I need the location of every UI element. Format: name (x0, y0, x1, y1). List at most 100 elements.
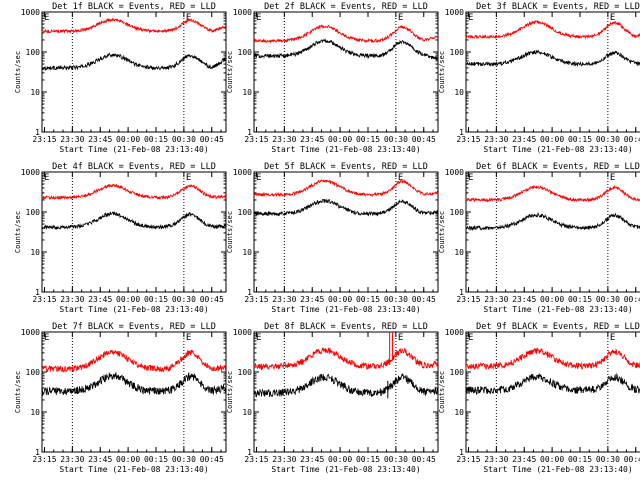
x-tick-label: 23:45 (512, 295, 536, 304)
plot-frame (253, 11, 439, 133)
x-tick-label: 00:15 (356, 135, 380, 144)
lld-series-line (41, 17, 227, 34)
event-marker-label: E (256, 173, 261, 183)
lld-series-line (465, 184, 640, 203)
chart-title: Det 2f BLACK = Events, RED = LLD (264, 2, 428, 12)
event-marker-label: E (186, 13, 191, 23)
event-marker-label: E (398, 333, 403, 343)
event-marker-label: E (398, 13, 403, 23)
y-axis-label: Counts/sec (14, 211, 22, 253)
x-axis-label: Start Time (21-Feb-08 23:13:40) (59, 145, 208, 154)
chart-panel: Det 4f BLACK = Events, RED = LLD 1 10 100 10… (14, 162, 227, 314)
x-axis-label: Start Time (21-Feb-08 23:13:40) (483, 145, 632, 154)
y-tick-label: 1000 (445, 168, 464, 177)
x-tick-label: 23:45 (88, 455, 112, 464)
x-tick-label: 00:30 (596, 455, 620, 464)
y-axis-label: Counts/sec (14, 371, 22, 413)
y-tick-label: 1000 (233, 328, 252, 337)
chart-title: Det 8f BLACK = Events, RED = LLD (264, 322, 428, 332)
y-tick-label: 1000 (21, 168, 40, 177)
events-series-line (465, 211, 640, 232)
x-tick-label: 00:45 (624, 455, 640, 464)
x-tick-label: 00:30 (172, 295, 196, 304)
event-marker-label: E (186, 333, 191, 343)
x-tick-label: 00:45 (200, 295, 224, 304)
x-tick-label: 23:30 (60, 135, 84, 144)
y-axis-label: Counts/sec (226, 371, 234, 413)
lld-series-line (253, 347, 439, 371)
event-marker-label: E (256, 333, 261, 343)
y-tick-label: 100 (26, 48, 41, 57)
y-tick-label: 1 (35, 288, 40, 297)
y-tick-label: 10 (454, 408, 464, 417)
x-axis-label: Start Time (21-Feb-08 23:13:40) (59, 305, 208, 314)
x-axis-label: Start Time (21-Feb-08 23:13:40) (483, 305, 632, 314)
x-tick-label: 00:00 (540, 135, 564, 144)
chart-panel: Det 8f BLACK = Events, RED = LLD 1 10 100 10… (226, 322, 439, 474)
x-tick-label: 23:15 (456, 135, 480, 144)
y-tick-label: 10 (242, 408, 252, 417)
x-tick-label: 23:30 (60, 455, 84, 464)
y-tick-label: 1 (35, 128, 40, 137)
y-tick-label: 1 (247, 448, 252, 457)
x-tick-label: 23:15 (32, 455, 56, 464)
x-tick-label: 00:30 (384, 135, 408, 144)
plot-frame (465, 331, 640, 453)
events-series-line (41, 371, 227, 397)
event-marker-label: E (186, 173, 191, 183)
x-tick-label: 00:00 (116, 295, 140, 304)
x-tick-label: 00:15 (356, 295, 380, 304)
chart-panel: Det 3f BLACK = Events, RED = LLD 1 10 100 10… (438, 2, 640, 154)
x-tick-label: 23:30 (484, 295, 508, 304)
x-tick-label: 00:15 (144, 295, 168, 304)
event-marker-label: E (44, 13, 49, 23)
events-series-line (465, 372, 640, 395)
x-tick-label: 23:45 (300, 295, 324, 304)
chart-panel: Det 6f BLACK = Events, RED = LLD 1 10 100 10… (438, 162, 640, 314)
events-series-line (253, 198, 439, 217)
lld-series-line (253, 178, 439, 198)
x-tick-label: 00:00 (540, 455, 564, 464)
y-axis-label: Counts/sec (438, 51, 446, 93)
chart-panel: Det 1f BLACK = Events, RED = LLD 1 10 100 10… (14, 2, 227, 154)
x-tick-label: 23:45 (512, 135, 536, 144)
x-tick-label: 00:15 (144, 455, 168, 464)
x-tick-label: 23:15 (456, 455, 480, 464)
lld-series-line (465, 19, 640, 40)
x-tick-label: 00:00 (116, 135, 140, 144)
chart-title: Det 7f BLACK = Events, RED = LLD (52, 322, 216, 332)
x-tick-label: 00:15 (144, 135, 168, 144)
x-tick-label: 00:00 (540, 295, 564, 304)
x-tick-label: 00:45 (200, 455, 224, 464)
events-series-line (253, 372, 439, 398)
plot-frame (465, 11, 640, 133)
x-tick-label: 23:15 (456, 295, 480, 304)
x-tick-label: 23:15 (244, 295, 268, 304)
x-tick-label: 23:45 (512, 455, 536, 464)
x-tick-label: 00:30 (384, 455, 408, 464)
x-tick-label: 00:30 (172, 135, 196, 144)
chart-panel: Det 2f BLACK = Events, RED = LLD 1 10 100 10… (226, 2, 439, 154)
lld-series-line (41, 349, 227, 374)
x-tick-label: 00:45 (412, 455, 436, 464)
x-axis-label: Start Time (21-Feb-08 23:13:40) (271, 305, 420, 314)
lld-series-line (41, 183, 227, 201)
y-tick-label: 1000 (233, 168, 252, 177)
y-tick-label: 10 (454, 248, 464, 257)
x-tick-label: 23:15 (32, 135, 56, 144)
x-axis-label: Start Time (21-Feb-08 23:13:40) (483, 465, 632, 474)
chart-title: Det 5f BLACK = Events, RED = LLD (264, 162, 428, 172)
y-tick-label: 1000 (445, 8, 464, 17)
event-marker-label: E (610, 173, 615, 183)
y-tick-label: 1000 (21, 8, 40, 17)
y-tick-label: 100 (26, 368, 41, 377)
events-series-line (465, 49, 640, 68)
y-tick-label: 10 (242, 248, 252, 257)
x-tick-label: 23:45 (88, 135, 112, 144)
x-tick-label: 23:30 (272, 455, 296, 464)
event-marker-label: E (610, 333, 615, 343)
chart-title: Det 6f BLACK = Events, RED = LLD (476, 162, 640, 172)
chart-panel: Det 9f BLACK = Events, RED = LLD 1 10 100 10… (438, 322, 640, 474)
events-series-line (253, 38, 439, 61)
